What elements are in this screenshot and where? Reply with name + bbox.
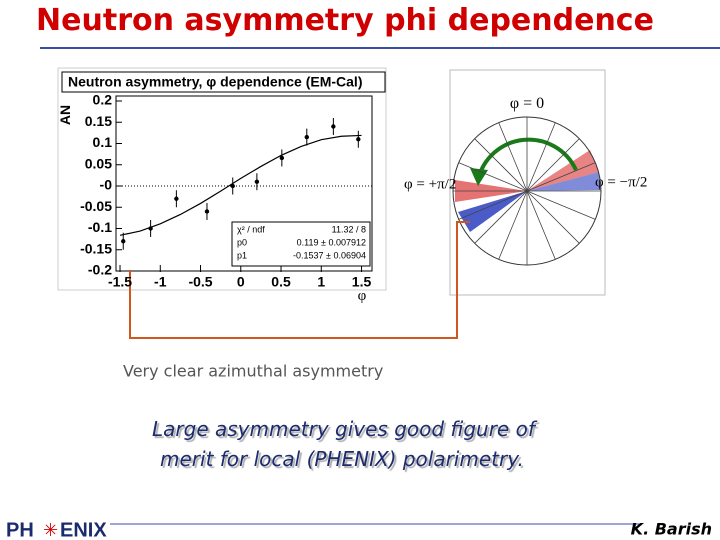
slide-title: Neutron asymmetry phi dependence	[36, 3, 654, 38]
plot-area	[115, 95, 373, 272]
y-tick-label: -0.1	[88, 219, 112, 235]
data-point	[331, 124, 336, 129]
fit-curve	[119, 134, 362, 236]
stats-box: χ² / ndf 11.32 / 8 p0 0.119 ± 0.007912 p1 -0.…	[231, 221, 371, 267]
data-point	[204, 209, 210, 214]
spoke	[526, 122, 556, 192]
stats-name: p0	[237, 237, 247, 247]
rotation-arrow	[476, 137, 578, 181]
conclusion-line: merit for local (PHENIX) polarimetry.	[160, 447, 524, 471]
data-point	[279, 155, 285, 161]
spoke	[526, 190, 596, 220]
stats-name: p1	[237, 250, 247, 260]
spoke	[526, 162, 596, 192]
spoke	[526, 190, 556, 260]
wedge	[527, 150, 599, 191]
y-tick-label: 0.2	[93, 92, 113, 108]
spoke	[458, 162, 528, 192]
logo-part: ENIX	[60, 519, 107, 540]
detector-diagram	[452, 116, 602, 266]
logo-star: ✳	[43, 520, 58, 540]
y-tick-label: -0.15	[80, 240, 112, 256]
x-tick-label: 1	[317, 274, 325, 290]
data-point	[304, 134, 309, 140]
data-point	[254, 179, 260, 184]
spoke	[526, 138, 580, 192]
spoke	[458, 190, 528, 220]
data-point	[148, 226, 153, 231]
conclusion-line: Large asymmetry gives good figure of	[152, 417, 538, 441]
stats-value: 0.119 ± 0.007912	[297, 237, 366, 247]
spoke	[498, 122, 528, 192]
spoke	[498, 190, 528, 260]
arrow-head	[470, 168, 488, 186]
y-tick-label: 0.05	[85, 155, 112, 171]
author: K. Barish	[631, 520, 712, 539]
y-tick-label: -0.2	[88, 262, 112, 278]
x-tick-label: -0.5	[188, 274, 212, 290]
stats-value: -0.1537 ± 0.06904	[293, 250, 366, 260]
stats-value: 11.32 / 8	[332, 224, 366, 234]
x-tick-label: 0.5	[271, 274, 291, 290]
data-point	[174, 196, 179, 201]
x-tick-label: 0	[237, 274, 245, 290]
diagram-label: φ = 0	[510, 95, 544, 112]
x-tick-label: -1.5	[108, 274, 132, 290]
y-tick-label: -0.05	[80, 198, 112, 214]
logo-part: PH	[6, 519, 34, 540]
connector-line	[129, 221, 470, 339]
x-tick-label: 1.5	[352, 274, 372, 290]
diagram-label: φ = −π/2	[595, 174, 647, 190]
y-axis-label: AN	[57, 105, 73, 125]
caption: Very clear azimuthal asymmetry	[123, 362, 383, 381]
stats-frame	[231, 221, 371, 267]
wedge	[458, 191, 527, 232]
y-tick-label: -0	[100, 177, 113, 193]
y-tick-label: 0.1	[93, 134, 113, 150]
wedge	[527, 172, 601, 191]
x-axis-label: φ	[358, 288, 367, 304]
plot-title: Neutron asymmetry, φ dependence (EM-Cal)	[68, 74, 363, 90]
spoke	[526, 190, 580, 244]
spoke	[474, 138, 528, 192]
diagram-label: φ = +π/2	[404, 176, 456, 192]
stats-name: χ² / ndf	[237, 224, 265, 234]
data-point	[121, 239, 126, 244]
data-point	[356, 137, 361, 142]
spoke	[474, 190, 528, 244]
data-point	[230, 183, 235, 189]
y-tick-label: 0.15	[85, 113, 112, 129]
plot-title-box	[61, 71, 386, 93]
x-tick-label: -1	[154, 274, 167, 290]
